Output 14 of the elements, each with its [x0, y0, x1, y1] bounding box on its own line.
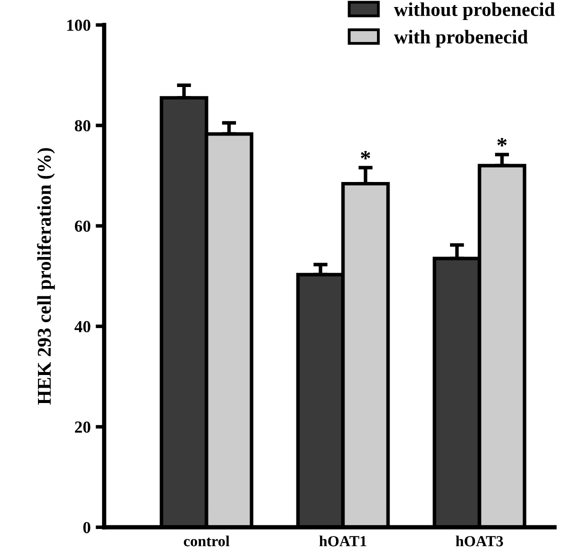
y-tick-label: 40	[74, 321, 90, 332]
x-tick-label: control	[184, 536, 230, 546]
annotation: *	[360, 151, 370, 160]
y-tick-label: 100	[67, 20, 90, 31]
x-tick-label: hOAT1	[319, 536, 366, 546]
x-tick-label: hOAT3	[456, 536, 504, 546]
y-tick-label: 60	[74, 220, 90, 232]
y-tick-label: 0	[83, 522, 90, 534]
y-tick-label: 20	[74, 421, 90, 433]
y-tick-label: 80	[74, 120, 90, 132]
legend-label: without probenecid	[394, 2, 555, 20]
y-axis-title: HEK 293 cell proliferation (%)	[37, 148, 55, 405]
annotation: *	[497, 138, 507, 146]
legend-label: with probenecid	[394, 30, 528, 48]
